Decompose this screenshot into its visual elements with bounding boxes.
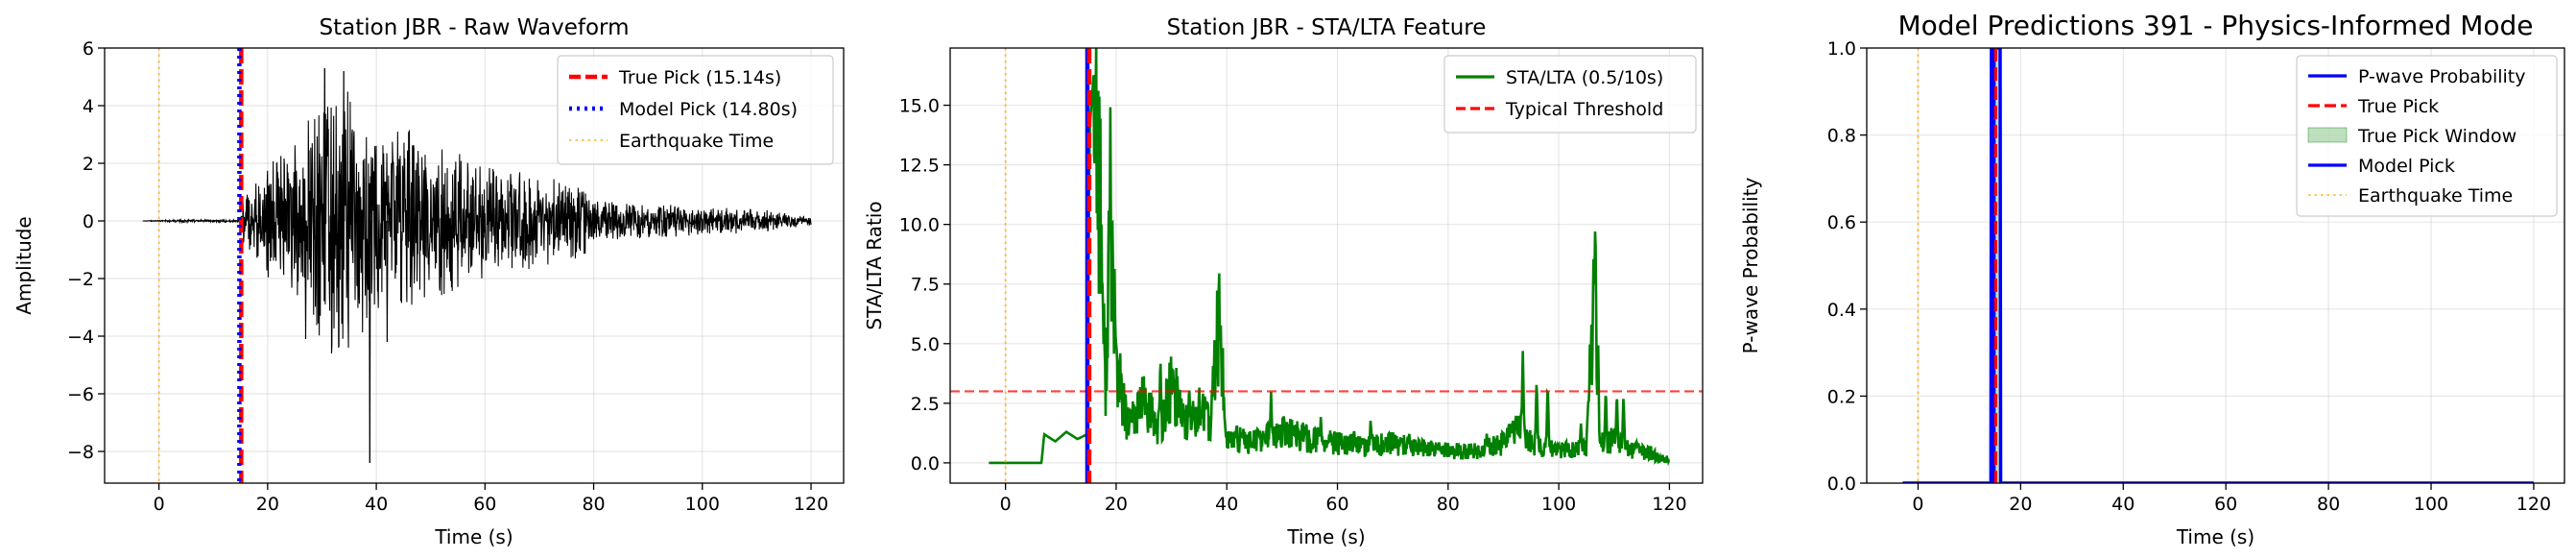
- y-tick-label: 4: [83, 96, 94, 117]
- legend-label: STA/LTA (0.5/10s): [1506, 67, 1663, 88]
- y-tick-label: −2: [67, 269, 94, 290]
- legend-box: [2296, 55, 2558, 217]
- stalta-ylabel: STA/LTA Ratio: [863, 201, 886, 329]
- waveform-spike: [304, 220, 307, 340]
- x-tick-label: 60: [2214, 494, 2237, 515]
- stalta-line: [989, 48, 1671, 467]
- legend: P-wave Probability True Pick True Pick Win…: [2296, 55, 2558, 217]
- x-tick-label: 20: [2009, 494, 2032, 515]
- x-tick-label: 80: [582, 494, 605, 515]
- waveform-ylabel: Amplitude: [12, 216, 36, 315]
- x-tick-label: 100: [685, 494, 720, 515]
- x-tick-label: 0: [154, 494, 165, 515]
- waveform-spike: [323, 67, 326, 222]
- waveform-panel: Station JBR - Raw Waveform Time (s) Ampl…: [12, 15, 845, 548]
- legend-label: True Pick Window: [2357, 126, 2516, 147]
- x-tick-label: 120: [794, 494, 828, 515]
- y-tick-label: 2: [83, 154, 94, 175]
- legend-swatch: [2307, 127, 2348, 143]
- legend-label: True Pick: [2357, 96, 2439, 117]
- y-tick-label: 0: [83, 211, 94, 232]
- axes-frame: [104, 47, 845, 484]
- plot-area: [950, 48, 1703, 483]
- x-tick-label: 0: [1000, 494, 1012, 515]
- plot-area: [142, 48, 812, 483]
- ticks: 0 20 40 60 80 100 120 −8 −6 −4 −2 0 2 4 6: [67, 38, 828, 515]
- x-tick-label: 20: [1105, 494, 1128, 515]
- stalta-panel: Station JBR - STA/LTA Feature Time (s) S…: [863, 15, 1704, 548]
- y-tick-label: 12.5: [899, 156, 940, 177]
- ticks: 0 20 40 60 80 100 120 0.0 0.2 0.4 0.6 0.8 1.0: [1827, 38, 2551, 515]
- axes-frame: [949, 47, 1704, 484]
- y-tick-label: 0.8: [1827, 126, 1856, 147]
- y-tick-label: 2.5: [911, 394, 940, 415]
- y-tick-label: 10.0: [899, 215, 940, 236]
- x-tick-label: 40: [2111, 494, 2135, 515]
- x-tick-label: 40: [365, 494, 388, 515]
- waveform-line: [142, 91, 812, 354]
- legend-label: Model Pick: [2358, 156, 2455, 177]
- y-tick-label: 0.4: [1827, 300, 1856, 321]
- x-tick-label: 60: [473, 494, 496, 515]
- prediction-xlabel: Time (s): [2176, 525, 2254, 548]
- legend-label: Model Pick (14.80s): [619, 99, 798, 120]
- x-tick-label: 40: [1215, 494, 1238, 515]
- y-tick-label: 6: [83, 38, 94, 60]
- y-tick-label: 7.5: [911, 275, 940, 296]
- y-tick-label: 5.0: [911, 334, 940, 355]
- legend-box: [1443, 55, 1697, 134]
- x-tick-label: 100: [2414, 494, 2448, 515]
- x-tick-label: 20: [256, 494, 279, 515]
- legend: STA/LTA (0.5/10s) Typical Threshold: [1443, 55, 1697, 134]
- waveform-spike: [343, 70, 346, 222]
- axes-frame: [1866, 47, 2565, 484]
- prediction-panel: Model Predictions 391 - Physics-Informed…: [1739, 10, 2565, 548]
- y-tick-label: 0.6: [1827, 212, 1856, 233]
- y-tick-label: 0.2: [1827, 386, 1856, 407]
- legend-label: P-wave Probability: [2358, 66, 2526, 87]
- x-tick-label: 120: [1652, 494, 1686, 515]
- legend-label: True Pick (15.14s): [618, 67, 781, 88]
- waveform-title: Station JBR - Raw Waveform: [320, 15, 630, 40]
- x-tick-label: 120: [2516, 494, 2551, 515]
- x-tick-label: 80: [2317, 494, 2340, 515]
- x-tick-label: 0: [1912, 494, 1923, 515]
- legend-label: Typical Threshold: [1505, 99, 1663, 120]
- y-tick-label: 1.0: [1827, 38, 1856, 60]
- y-tick-label: 0.0: [911, 453, 940, 474]
- waveform-spike: [386, 220, 389, 343]
- stalta-xlabel: Time (s): [1286, 525, 1365, 548]
- plot-area: [1902, 48, 2534, 483]
- legend-label: Earthquake Time: [2358, 185, 2513, 207]
- stalta-title: Station JBR - STA/LTA Feature: [1167, 15, 1487, 40]
- prediction-title: Model Predictions 391 - Physics-Informed…: [1897, 10, 2533, 41]
- y-tick-label: 15.0: [899, 96, 940, 117]
- waveform-xlabel: Time (s): [434, 525, 513, 548]
- x-tick-label: 60: [1325, 494, 1348, 515]
- x-tick-label: 80: [1437, 494, 1460, 515]
- legend-label: Earthquake Time: [619, 131, 774, 152]
- legend: True Pick (15.14s) Model Pick (14.80s) Ear…: [557, 55, 834, 165]
- prediction-ylabel: P-wave Probability: [1739, 178, 1762, 354]
- legend-box: [557, 55, 834, 165]
- x-tick-label: 100: [1541, 494, 1576, 515]
- y-tick-label: −4: [67, 327, 94, 348]
- y-tick-label: 0.0: [1827, 474, 1856, 495]
- y-tick-label: −6: [67, 384, 94, 405]
- ticks: 0 20 40 60 80 100 120 0.0 2.5 5.0 7.5 10.0 12.5 15.0: [899, 96, 1687, 515]
- y-tick-label: −8: [67, 442, 94, 463]
